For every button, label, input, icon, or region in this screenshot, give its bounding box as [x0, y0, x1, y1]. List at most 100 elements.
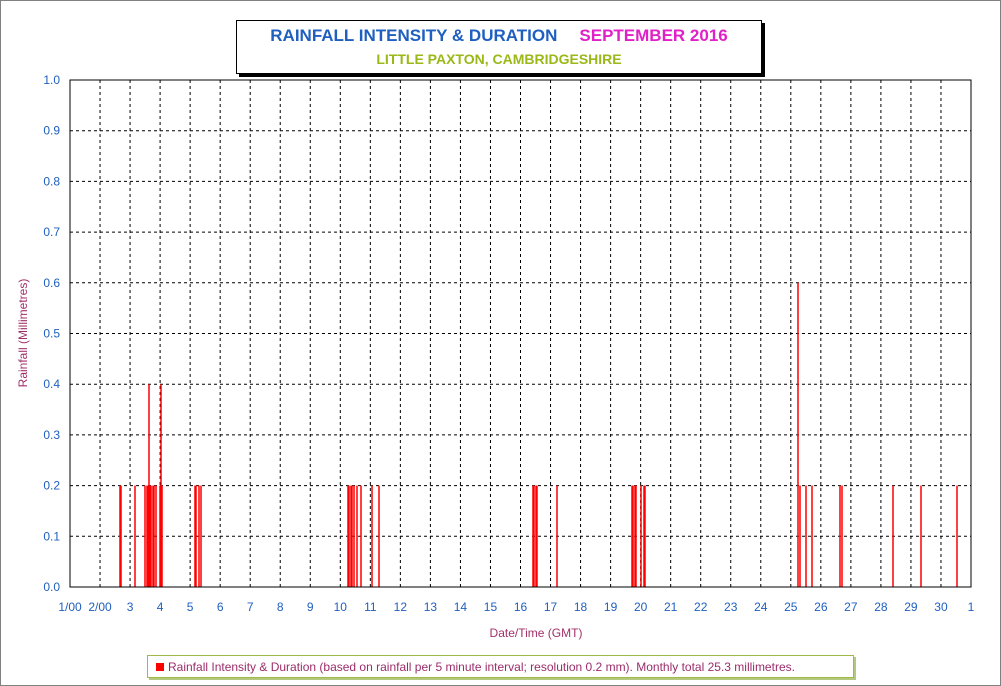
rainfall-bar — [634, 485, 636, 587]
x-tick-label: 15 — [484, 600, 498, 614]
rainfall-bar — [535, 485, 537, 587]
y-tick-label: 1.0 — [43, 73, 60, 87]
rainfall-bar — [920, 485, 922, 587]
rainfall-bar — [150, 485, 152, 587]
x-tick-label: 26 — [814, 600, 828, 614]
x-tick-label: 13 — [424, 600, 438, 614]
y-tick-label: 0.5 — [43, 327, 60, 341]
rainfall-bar — [160, 384, 162, 587]
rainfall-bar — [353, 485, 355, 587]
rainfall-bar — [146, 485, 148, 587]
x-tick-label: 27 — [844, 600, 858, 614]
x-tick-label: 22 — [694, 600, 708, 614]
x-axis-title: Date/Time (GMT) — [490, 626, 583, 640]
y-tick-label: 0.7 — [43, 225, 60, 239]
rainfall-bar — [532, 485, 534, 587]
rainfall-bar — [144, 485, 146, 587]
x-tick-label: 5 — [187, 600, 194, 614]
x-tick-label: 1/00 — [58, 600, 82, 614]
chart-title: RAINFALL INTENSITY & DURATION SEPTEMBER 2… — [237, 26, 761, 46]
x-tick-label: 16 — [514, 600, 528, 614]
x-tick-label: 14 — [454, 600, 468, 614]
rainfall-bar — [799, 485, 801, 587]
rainfall-bar — [360, 485, 362, 587]
x-tick-label: 2/00 — [88, 600, 112, 614]
rainfall-bar — [892, 485, 894, 587]
rainfall-bar — [351, 485, 353, 587]
rainfall-bar — [350, 485, 352, 587]
chart-title-main: RAINFALL INTENSITY & DURATION — [270, 26, 558, 45]
rainfall-bar — [195, 485, 197, 587]
x-tick-label: 19 — [604, 600, 618, 614]
rainfall-bar — [161, 485, 163, 587]
rainfall-bar — [149, 485, 151, 587]
rainfall-bar — [348, 485, 350, 587]
x-tick-label: 3 — [127, 600, 134, 614]
legend-label: Rainfall Intensity & Duration (based on … — [168, 659, 795, 674]
rainfall-bar — [811, 485, 813, 587]
rainfall-bar — [805, 485, 807, 587]
y-tick-label: 0.6 — [43, 276, 60, 290]
x-tick-label: 12 — [394, 600, 408, 614]
x-tick-label: 23 — [724, 600, 738, 614]
x-tick-label: 9 — [307, 600, 314, 614]
rainfall-bar — [643, 485, 645, 587]
chart-subtitle: LITTLE PAXTON, CAMBRIDGESHIRE — [376, 51, 622, 67]
rainfall-bar — [148, 384, 150, 587]
x-tick-label: 1 — [968, 600, 975, 614]
x-tick-label: 30 — [934, 600, 948, 614]
x-axis-tick-labels: 1/00 2/00 3 4 5 6 7 8 9 10 11 12 13 14 15 16 17 18 19 20 21 2… — [58, 600, 974, 614]
rainfall-bar — [956, 485, 958, 587]
rainfall-bar — [841, 485, 843, 587]
rainfall-bar — [644, 485, 646, 587]
y-axis-tick-labels: 0.0 0.1 0.2 0.3 0.4 0.5 0.6 0.7 0.8 0.9 1.0 — [43, 73, 60, 594]
chart-legend: Rainfall Intensity & Duration (based on … — [147, 655, 854, 678]
rainfall-bar — [155, 485, 157, 587]
rainfall-bar — [159, 485, 161, 587]
rainfall-bar — [839, 485, 841, 587]
rainfall-bar — [632, 485, 634, 587]
rainfall-bar — [134, 485, 136, 587]
x-tick-label: 8 — [277, 600, 284, 614]
x-tick-label: 28 — [874, 600, 888, 614]
y-axis-title: Rainfall (Millimetres) — [16, 279, 30, 388]
y-tick-label: 0.3 — [43, 428, 60, 442]
rainfall-bar — [371, 485, 373, 587]
rainfall-bar — [147, 485, 149, 587]
rainfall-bar — [797, 282, 799, 587]
rainfall-bar — [194, 485, 196, 587]
rainfall-bar — [635, 485, 637, 587]
y-tick-label: 0.2 — [43, 479, 60, 493]
rainfall-bar — [640, 485, 642, 587]
chart-grid — [70, 80, 971, 587]
x-tick-label: 6 — [217, 600, 224, 614]
plot-area-border — [69, 79, 972, 588]
x-tick-label: 17 — [544, 600, 558, 614]
y-tick-label: 0.0 — [43, 580, 60, 594]
rainfall-bar — [631, 485, 633, 587]
y-tick-label: 0.8 — [43, 174, 60, 188]
x-tick-label: 7 — [247, 600, 254, 614]
rainfall-bar — [536, 485, 538, 587]
y-tick-label: 0.9 — [43, 124, 60, 138]
rainfall-bar — [533, 485, 535, 587]
y-tick-label: 0.4 — [43, 377, 60, 391]
x-tick-label: 21 — [664, 600, 678, 614]
chart-title-period: SEPTEMBER 2016 — [579, 26, 728, 45]
rainfall-bar — [119, 485, 121, 587]
x-tick-label: 20 — [634, 600, 648, 614]
chart-title-box: RAINFALL INTENSITY & DURATION SEPTEMBER 2… — [236, 20, 762, 74]
x-tick-label: 25 — [784, 600, 798, 614]
x-tick-label: 24 — [754, 600, 768, 614]
x-tick-label: 29 — [904, 600, 918, 614]
rainfall-bar — [200, 485, 202, 587]
rainfall-bars — [119, 282, 958, 587]
legend-swatch — [156, 662, 164, 671]
rainfall-bar — [556, 485, 558, 587]
rainfall-bar — [153, 485, 155, 587]
rainfall-bar — [347, 485, 349, 587]
rainfall-bar — [198, 485, 200, 587]
x-tick-label: 4 — [157, 600, 164, 614]
